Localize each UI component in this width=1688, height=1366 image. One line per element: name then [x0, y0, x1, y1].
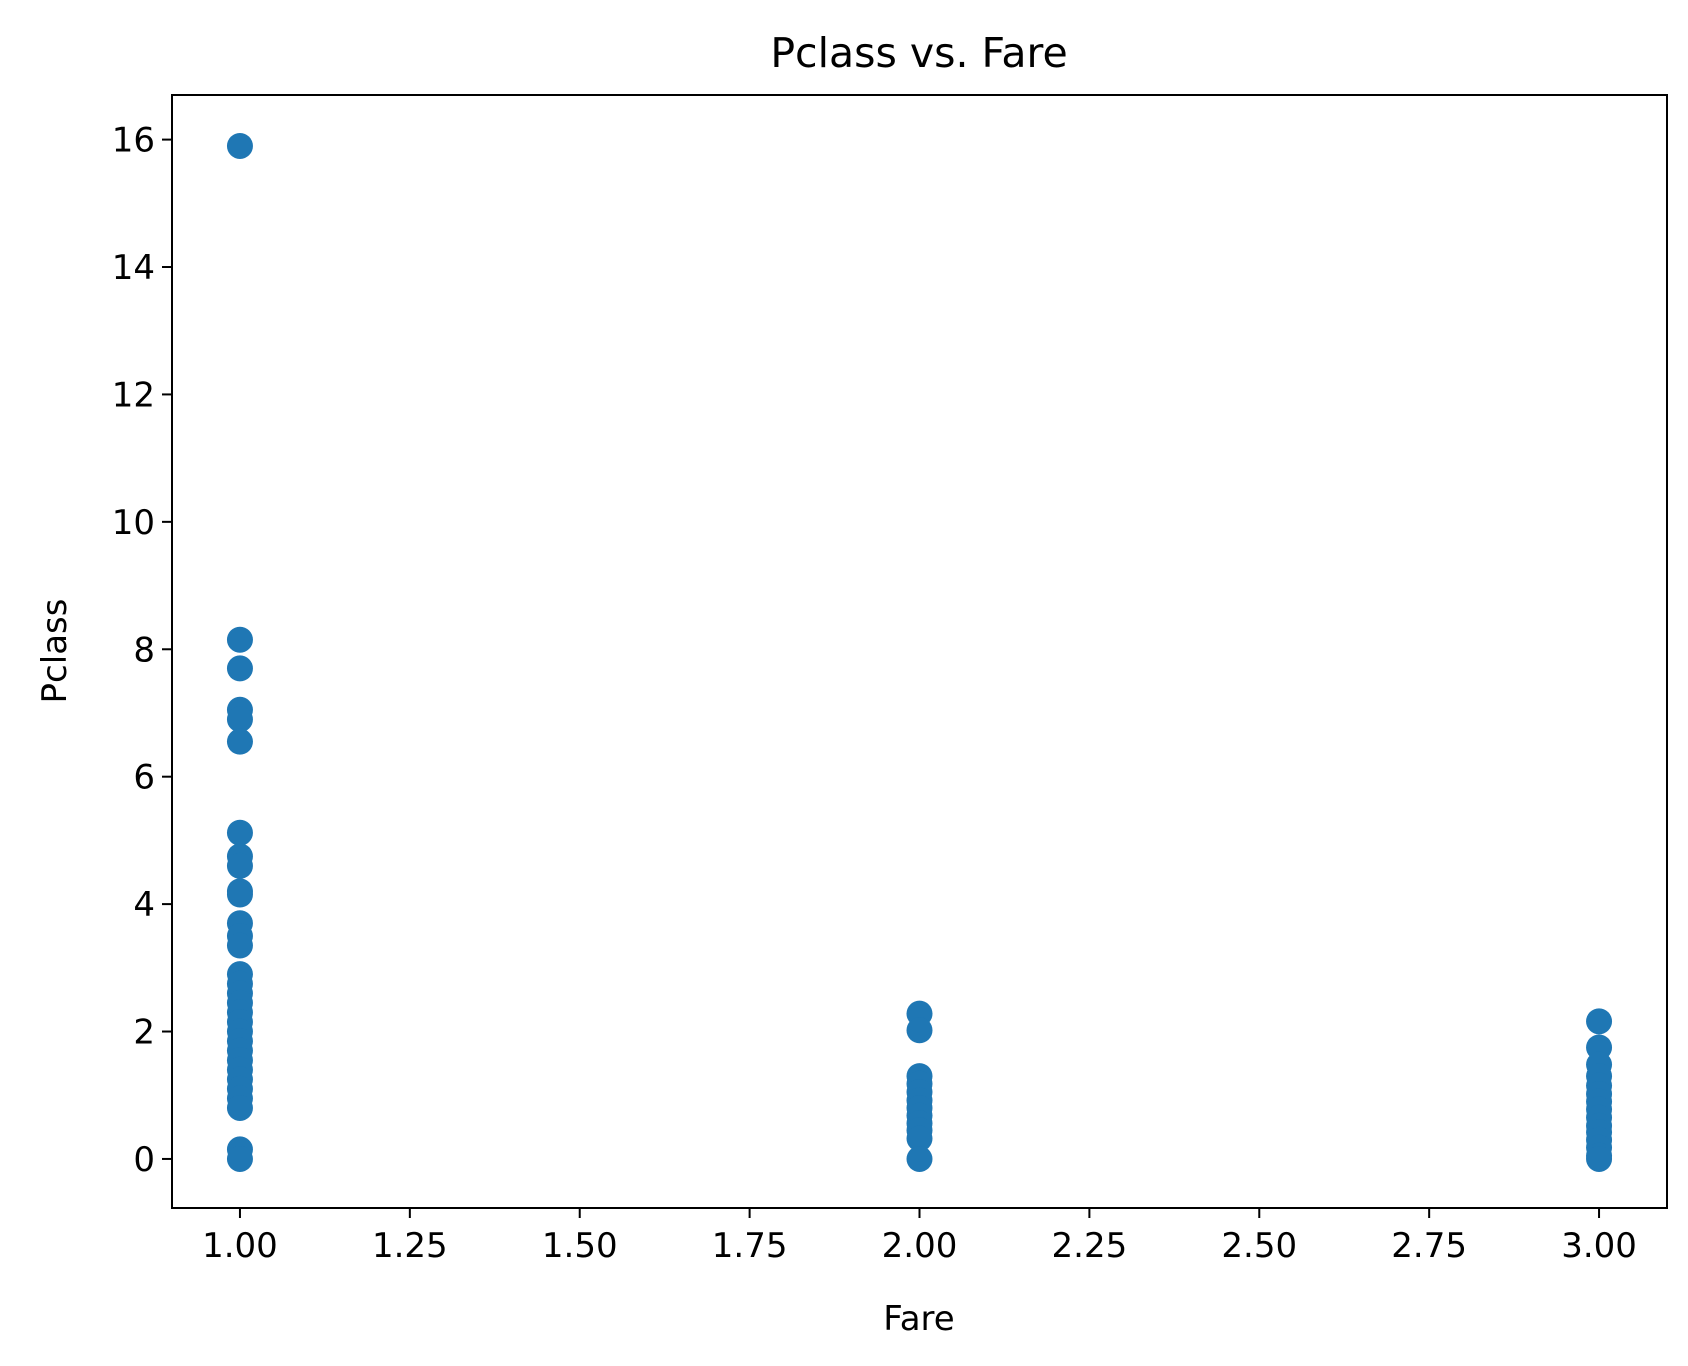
y-tick-label: 6	[133, 758, 155, 798]
x-axis-ticks: 1.00 1.25 1.50 1.75 2.00 2.25 2.50 2.75 3.00	[202, 1208, 1637, 1266]
x-tick-label: 1.25	[372, 1226, 448, 1266]
y-tick-label: 2	[133, 1013, 155, 1053]
y-tick-label: 4	[133, 885, 155, 925]
data-point	[906, 1145, 933, 1172]
x-tick-label: 1.50	[542, 1226, 618, 1266]
x-tick-label: 2.50	[1221, 1226, 1297, 1266]
x-tick-label: 3.00	[1561, 1226, 1637, 1266]
data-point	[226, 626, 253, 653]
x-tick-label: 2.00	[882, 1226, 958, 1266]
data-point	[226, 852, 253, 879]
y-tick-label: 14	[112, 248, 155, 288]
data-point	[226, 932, 253, 959]
data-point	[1586, 1145, 1613, 1172]
data-point	[226, 881, 253, 908]
data-point	[226, 728, 253, 755]
data-point	[906, 1125, 933, 1152]
x-tick-label: 1.00	[202, 1226, 278, 1266]
data-point	[226, 819, 253, 846]
y-axis-ticks: 0 2 4 6 8 10 12 14 16	[112, 121, 172, 1180]
y-tick-label: 0	[133, 1140, 155, 1180]
data-point	[226, 706, 253, 733]
y-tick-label: 16	[112, 121, 155, 161]
x-axis-label: Fare	[883, 1299, 954, 1339]
data-point	[906, 1017, 933, 1044]
y-tick-label: 12	[112, 375, 155, 415]
y-axis-label: Pclass	[35, 599, 75, 704]
x-tick-label: 2.75	[1391, 1226, 1467, 1266]
y-tick-label: 8	[133, 630, 155, 670]
x-tick-label: 1.75	[712, 1226, 788, 1266]
data-point	[226, 132, 253, 159]
data-point	[226, 1094, 253, 1121]
data-point	[1586, 1008, 1613, 1035]
data-point	[226, 655, 253, 682]
y-tick-label: 10	[112, 503, 155, 543]
points-layer	[226, 132, 1613, 1172]
data-point	[226, 1145, 253, 1172]
x-tick-label: 2.25	[1052, 1226, 1128, 1266]
chart-title: Pclass vs. Fare	[770, 29, 1067, 77]
